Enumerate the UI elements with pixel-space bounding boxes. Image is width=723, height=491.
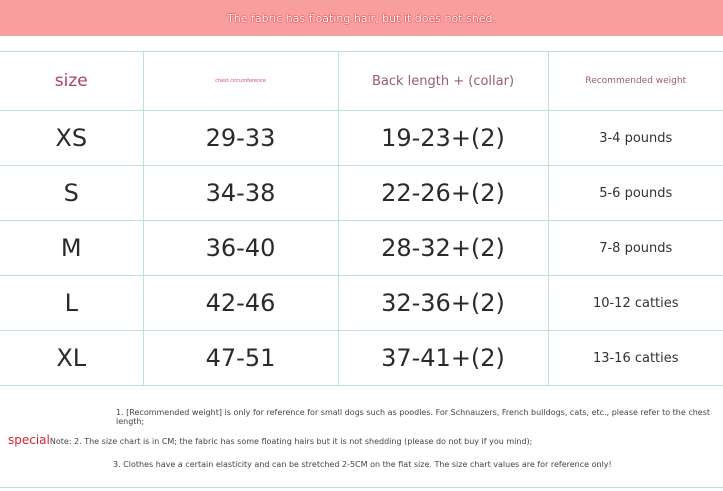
cell-size: L bbox=[0, 275, 144, 331]
note-2: Note: 2. The size chart is in CM; the fa… bbox=[49, 437, 533, 446]
note-2-line: special Note: 2. The size chart is in CM;… bbox=[8, 433, 532, 447]
cell-weight: 7-8 pounds bbox=[547, 220, 723, 276]
notes: 1. [Recommended weight] is only for refe… bbox=[0, 387, 723, 488]
banner: The fabric has floating hair, but it doe… bbox=[0, 0, 723, 36]
cell-chest: 34-38 bbox=[142, 165, 339, 221]
note-1: 1. [Recommended weight] is only for refe… bbox=[116, 408, 711, 426]
header-weight: Recommended weight bbox=[547, 51, 723, 111]
cell-back: 19-23+(2) bbox=[337, 110, 549, 166]
cell-size: S bbox=[0, 165, 144, 221]
banner-text: The fabric has floating hair, but it doe… bbox=[227, 11, 496, 25]
cell-back: 28-32+(2) bbox=[337, 220, 549, 276]
cell-back: 37-41+(2) bbox=[337, 330, 549, 386]
note-3: 3. Clothes have a certain elasticity and… bbox=[113, 460, 612, 469]
cell-size: XL bbox=[0, 330, 144, 386]
cell-size: XS bbox=[0, 110, 144, 166]
size-chart-table: size chest circumference Back length + (… bbox=[0, 51, 723, 386]
cell-weight: 3-4 pounds bbox=[547, 110, 723, 166]
table-row: S 34-38 22-26+(2) 5-6 pounds bbox=[0, 165, 723, 221]
cell-chest: 36-40 bbox=[142, 220, 339, 276]
table-row: XS 29-33 19-23+(2) 3-4 pounds bbox=[0, 110, 723, 166]
cell-chest: 47-51 bbox=[142, 330, 339, 386]
cell-chest: 29-33 bbox=[142, 110, 339, 166]
cell-weight: 13-16 catties bbox=[547, 330, 723, 386]
header-row: size chest circumference Back length + (… bbox=[0, 51, 723, 111]
table-row: L 42-46 32-36+(2) 10-12 catties bbox=[0, 275, 723, 331]
cell-weight: 10-12 catties bbox=[547, 275, 723, 331]
cell-back: 32-36+(2) bbox=[337, 275, 549, 331]
cell-size: M bbox=[0, 220, 144, 276]
cell-back: 22-26+(2) bbox=[337, 165, 549, 221]
table-row: M 36-40 28-32+(2) 7-8 pounds bbox=[0, 220, 723, 276]
cell-weight: 5-6 pounds bbox=[547, 165, 723, 221]
header-chest: chest circumference bbox=[142, 51, 339, 111]
header-back-length: Back length + (collar) bbox=[337, 51, 549, 111]
cell-chest: 42-46 bbox=[142, 275, 339, 331]
table-row: XL 47-51 37-41+(2) 13-16 catties bbox=[0, 330, 723, 386]
header-size: size bbox=[0, 51, 144, 111]
special-label: special bbox=[8, 433, 50, 447]
